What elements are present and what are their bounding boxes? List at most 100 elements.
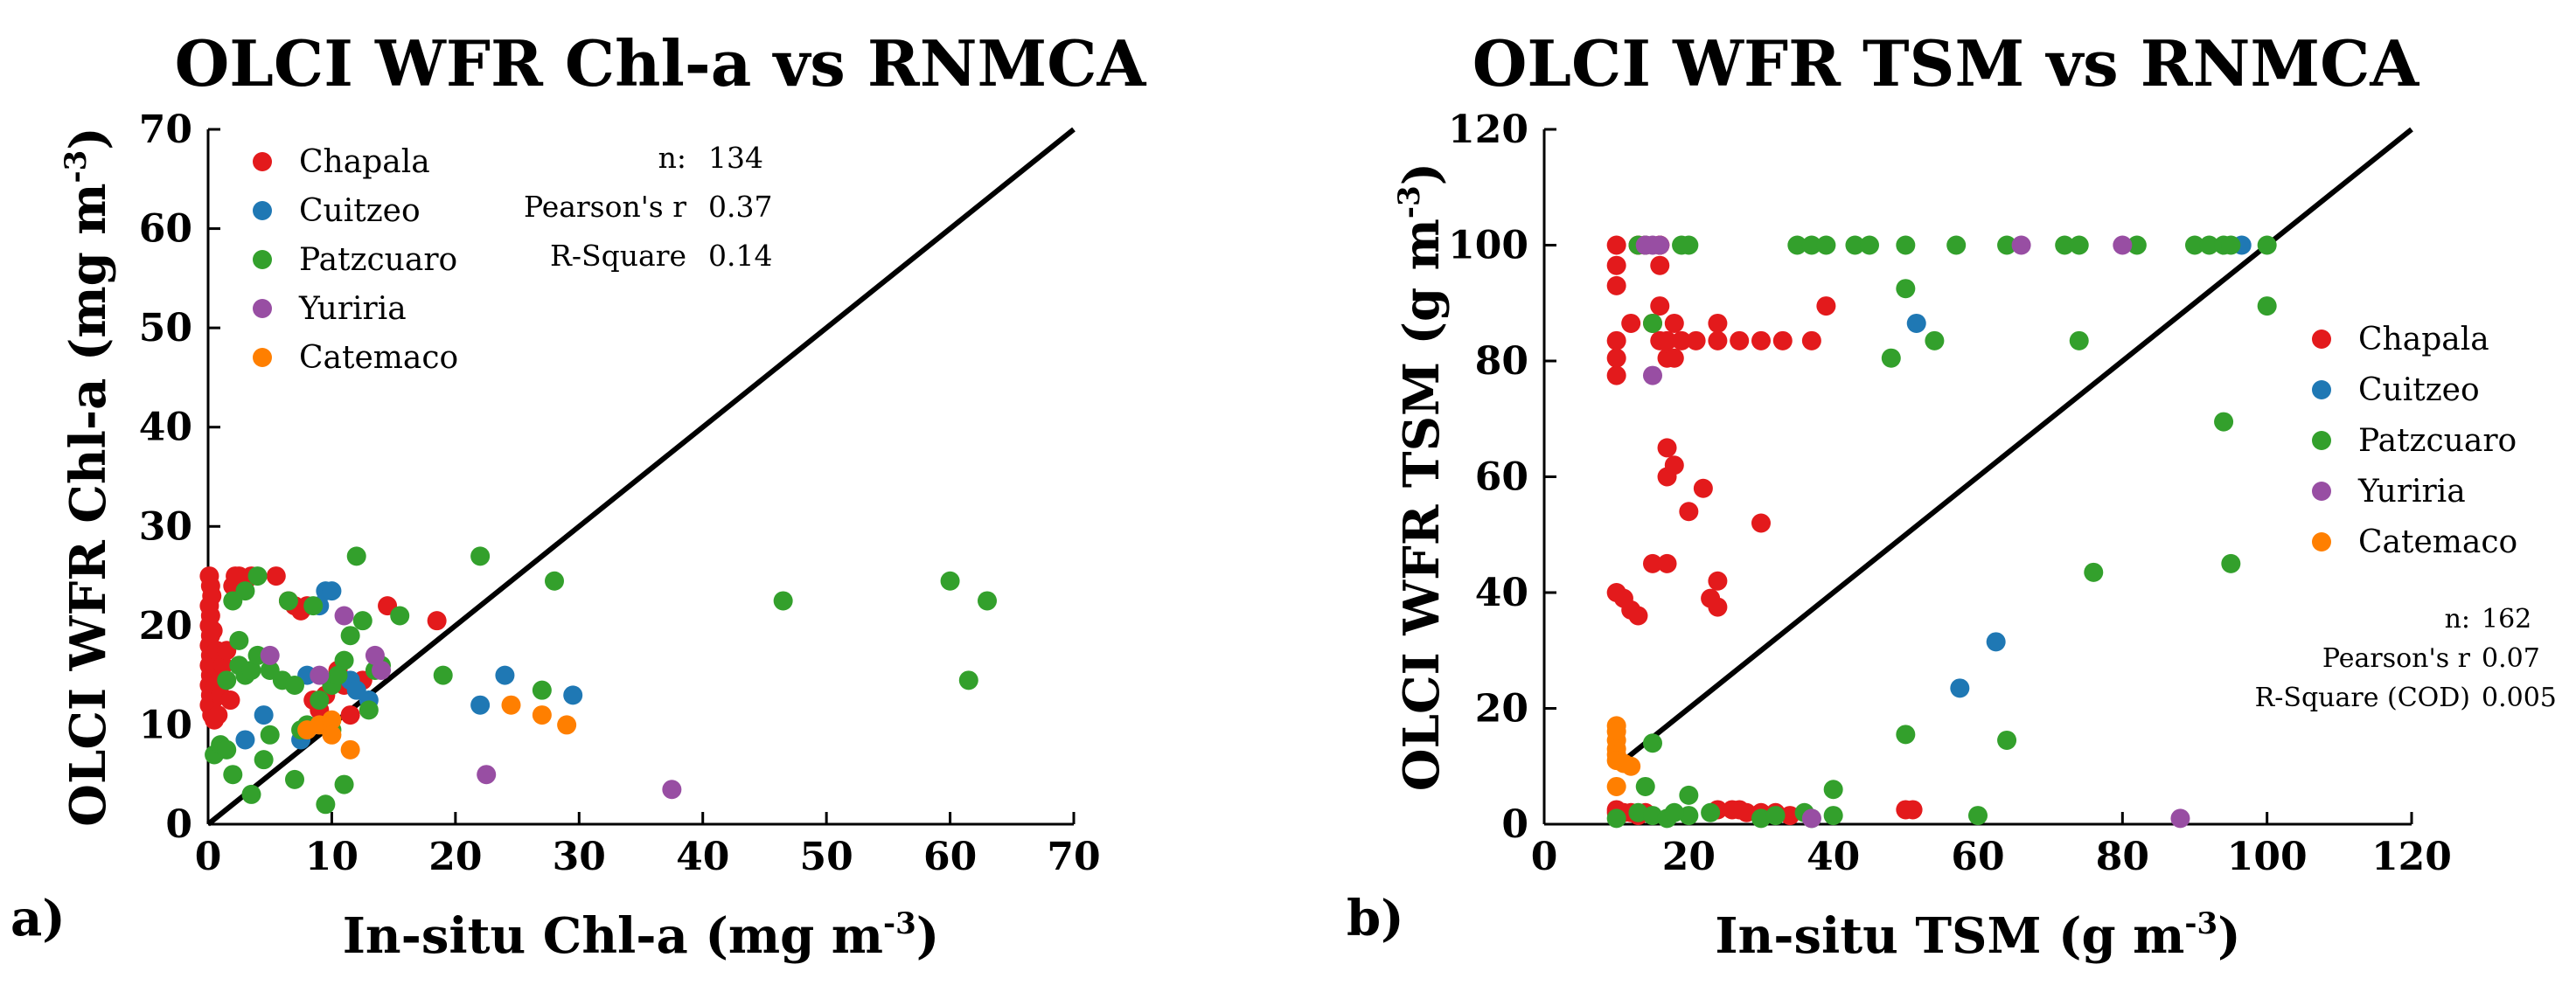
stat-value: 162 <box>2482 604 2531 635</box>
legend-marker <box>2312 482 2331 501</box>
data-point <box>346 546 366 566</box>
data-point <box>303 596 324 616</box>
data-point <box>254 750 274 770</box>
y-tick-label: 0 <box>165 802 192 847</box>
data-point <box>2127 235 2147 255</box>
data-point <box>2170 808 2190 829</box>
data-point <box>2011 235 2031 255</box>
data-point <box>1664 313 1684 333</box>
data-point <box>322 581 342 601</box>
data-point <box>340 705 360 725</box>
legend-label: Chapala <box>299 144 430 180</box>
chart-b-tsm: OLCI WFR TSM vs RNMCA 0 20 40 60 80 100 120 0 20 4… <box>1347 26 2557 965</box>
y-tick-label: 60 <box>1475 455 1528 500</box>
data-point <box>1606 255 1626 275</box>
legend-label: Cuitzeo <box>2358 372 2480 408</box>
data-point <box>208 705 228 725</box>
x-tick-label: 20 <box>1662 835 1716 879</box>
data-point <box>1606 776 1626 796</box>
data-point <box>1679 235 1699 255</box>
data-point <box>662 780 682 800</box>
y-tick-label: 20 <box>139 604 192 649</box>
x-axis-label: In-situ Chl-a (mg m-3) <box>343 906 940 965</box>
data-point <box>352 611 372 631</box>
data-point <box>1765 806 1786 826</box>
data-point <box>470 695 491 715</box>
y-tick-label: 100 <box>1448 224 1528 268</box>
y-tick-label: 50 <box>139 306 192 350</box>
x-tick-label: 60 <box>1951 835 2004 879</box>
legend-marker <box>2312 330 2331 349</box>
y-tick-label: 40 <box>1475 571 1528 615</box>
data-point <box>223 765 243 785</box>
data-point <box>2221 235 2241 255</box>
data-point <box>1780 806 1800 826</box>
data-point <box>1650 255 1670 275</box>
data-point <box>1708 313 1728 333</box>
data-point <box>1801 330 1821 350</box>
data-point <box>532 705 552 725</box>
chart-a-chl: OLCI WFR Chl-a vs RNMCA 0 10 20 30 40 50 60 70 0 1… <box>10 26 1147 965</box>
y-axis-label-text: OLCI WFR Chl-a (mg m <box>59 183 117 826</box>
data-point <box>1986 632 2006 652</box>
data-point <box>2069 330 2089 350</box>
stat-value: 134 <box>708 141 763 175</box>
x-tick-label: 120 <box>2371 835 2452 879</box>
series-catemaco <box>297 695 577 760</box>
stat-label: Pearson's r <box>524 190 686 224</box>
x-axis-label-exponent: -3 <box>883 906 916 941</box>
data-point <box>1896 279 1916 299</box>
x-axis-label-text: In-situ Chl-a (mg m <box>343 907 883 965</box>
data-point <box>1643 733 1662 753</box>
x-tick-label: 40 <box>676 835 729 879</box>
data-point <box>2257 235 2277 255</box>
data-point <box>1686 330 1706 350</box>
data-point <box>1606 348 1626 368</box>
data-point <box>1906 313 1926 333</box>
data-point <box>1896 235 1916 255</box>
data-point <box>958 670 978 690</box>
data-point <box>1997 730 2017 750</box>
data-point <box>1628 606 1648 626</box>
data-point <box>340 626 360 646</box>
legend-label: Yuriria <box>298 291 407 327</box>
data-point <box>1606 330 1626 350</box>
data-point <box>1708 597 1728 617</box>
data-point <box>2084 562 2104 582</box>
data-point <box>1946 235 1967 255</box>
data-point <box>2113 235 2133 255</box>
stat-label: n: <box>2445 604 2470 635</box>
stat-label: R-Square <box>550 239 686 273</box>
legend-marker <box>253 299 272 318</box>
data-point <box>365 645 385 665</box>
y-tick-label: 10 <box>139 703 192 747</box>
y-axis-label-close: ) <box>1393 163 1451 186</box>
data-point <box>2199 235 2219 255</box>
data-point <box>1751 808 1771 829</box>
data-point <box>1606 275 1626 295</box>
data-point <box>1664 802 1684 822</box>
data-point <box>978 591 997 611</box>
x-tick-label: 0 <box>1531 835 1558 879</box>
data-point <box>1701 802 1721 822</box>
data-point <box>1657 553 1677 573</box>
legend-marker <box>2312 380 2331 399</box>
panel-label: b) <box>1347 890 1404 947</box>
x-tick-label: 70 <box>1047 835 1100 879</box>
data-point <box>470 546 491 566</box>
data-point <box>2055 235 2075 255</box>
y-axis-label: OLCI WFR TSM (g m-3) <box>1392 163 1451 791</box>
data-point <box>235 581 255 601</box>
legend-label: Catemaco <box>299 340 458 376</box>
data-point <box>1621 756 1641 776</box>
legend-label: Patzcuaro <box>299 242 457 278</box>
data-point <box>477 765 497 785</box>
data-point <box>1606 808 1626 829</box>
data-point <box>2257 296 2277 316</box>
stat-label: n: <box>658 141 686 175</box>
data-point <box>1606 365 1626 385</box>
data-point <box>328 665 348 685</box>
data-point <box>1635 776 1655 796</box>
stat-label: R-Square (COD) <box>2255 683 2470 713</box>
